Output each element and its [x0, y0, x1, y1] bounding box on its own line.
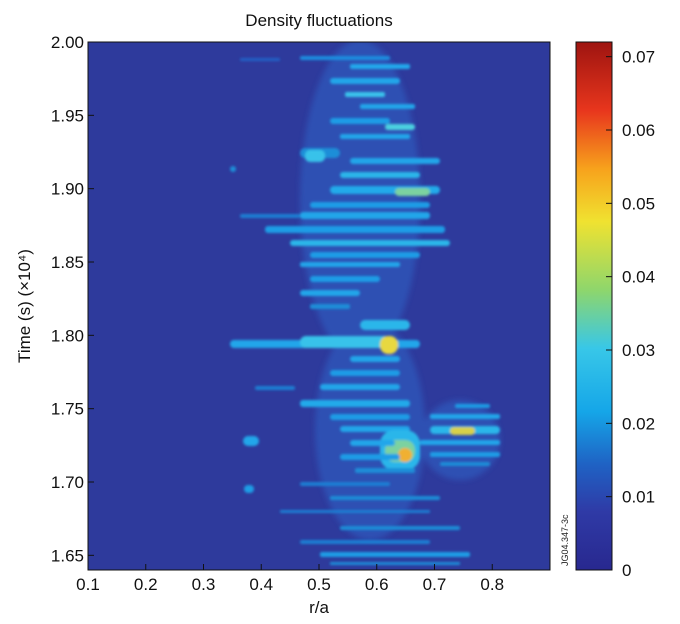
colorbar-tick-label: 0.02 [622, 414, 655, 433]
y-axis: 1.65 1.70 1.75 1.80 1.85 1.90 1.95 2.00 [51, 33, 94, 565]
heatmap-layer [230, 42, 500, 565]
streak [240, 58, 280, 61]
streak [310, 202, 430, 208]
x-axis: 0.1 0.2 0.3 0.4 0.5 0.6 0.7 0.8 [76, 564, 504, 594]
y-axis-label: Time (s) (×10⁴) [15, 249, 34, 363]
y-tick-label: 1.90 [51, 180, 84, 199]
streak [330, 562, 460, 565]
streak [300, 336, 390, 348]
x-tick-label: 0.3 [192, 575, 216, 594]
y-tick-label: 1.65 [51, 546, 84, 565]
y-tick-label: 1.80 [51, 326, 84, 345]
streak [265, 226, 445, 233]
streak [230, 166, 236, 172]
x-tick-label: 0.4 [249, 575, 273, 594]
streak [330, 414, 410, 420]
colorbar [575, 41, 613, 571]
x-tick-label: 0.8 [480, 575, 504, 594]
streak [330, 370, 400, 376]
streak [320, 552, 470, 557]
streak [420, 440, 500, 445]
streak [350, 440, 395, 446]
streak [300, 540, 430, 544]
streak [310, 304, 350, 309]
streak [450, 427, 475, 435]
x-tick-label: 0.2 [134, 575, 158, 594]
x-tick-label: 0.6 [365, 575, 389, 594]
y-tick-label: 2.00 [51, 33, 84, 52]
streak [330, 496, 440, 500]
heatmap-streaks [230, 56, 500, 565]
streak [310, 252, 420, 258]
x-axis-label: r/a [309, 598, 329, 617]
colorbar-tick-label: 0.01 [622, 488, 655, 507]
diffuse-region [300, 42, 420, 360]
streak [310, 276, 380, 282]
streak [360, 104, 415, 109]
streak [340, 454, 400, 460]
streak [300, 482, 390, 486]
streak [255, 386, 295, 390]
streak [330, 118, 390, 124]
streak [280, 510, 430, 513]
colorbar-tick-label: 0.04 [622, 268, 655, 287]
streak [430, 452, 500, 457]
streak [395, 188, 430, 196]
streak [398, 448, 412, 462]
streak [345, 92, 385, 97]
colorbar-tick-label: 0.03 [622, 341, 655, 360]
y-tick-label: 1.85 [51, 253, 84, 272]
streak [300, 262, 400, 267]
streak [340, 172, 420, 178]
streak [355, 468, 415, 473]
streak [440, 462, 490, 466]
streak [430, 414, 500, 419]
y-tick-label: 1.75 [51, 400, 84, 419]
streak [300, 290, 360, 296]
chart-title: Density fluctuations [245, 11, 392, 30]
y-tick-label: 1.70 [51, 473, 84, 492]
streak [350, 158, 440, 164]
streak [300, 212, 430, 219]
colorbar-tick-label: 0.06 [622, 121, 655, 140]
streak [350, 356, 400, 362]
streak [380, 336, 398, 354]
x-tick-label: 0.7 [423, 575, 447, 594]
y-tick-label: 1.95 [51, 106, 84, 125]
x-tick-label: 0.1 [76, 575, 100, 594]
streak [350, 64, 410, 69]
colorbar-tick-label: 0 [622, 561, 631, 580]
streak [360, 320, 410, 330]
streak [385, 124, 415, 130]
streak [244, 485, 254, 493]
colorbar-axis: 0 0.01 0.02 0.03 0.04 0.05 0.06 0.07 [606, 48, 655, 580]
streak [340, 526, 460, 530]
streak [305, 150, 325, 162]
streak [320, 384, 400, 390]
colorbar-tick-label: 0.05 [622, 194, 655, 213]
colorbar-tick-label: 0.07 [622, 48, 655, 67]
streak [330, 78, 400, 84]
streak [300, 400, 410, 407]
streak [243, 436, 259, 446]
x-tick-label: 0.5 [307, 575, 331, 594]
streak [300, 56, 390, 60]
streak [240, 214, 300, 218]
streak [340, 134, 410, 139]
streak [290, 240, 450, 246]
figure-id-stamp: JG04.347-3c [560, 514, 570, 566]
streak [455, 404, 490, 408]
